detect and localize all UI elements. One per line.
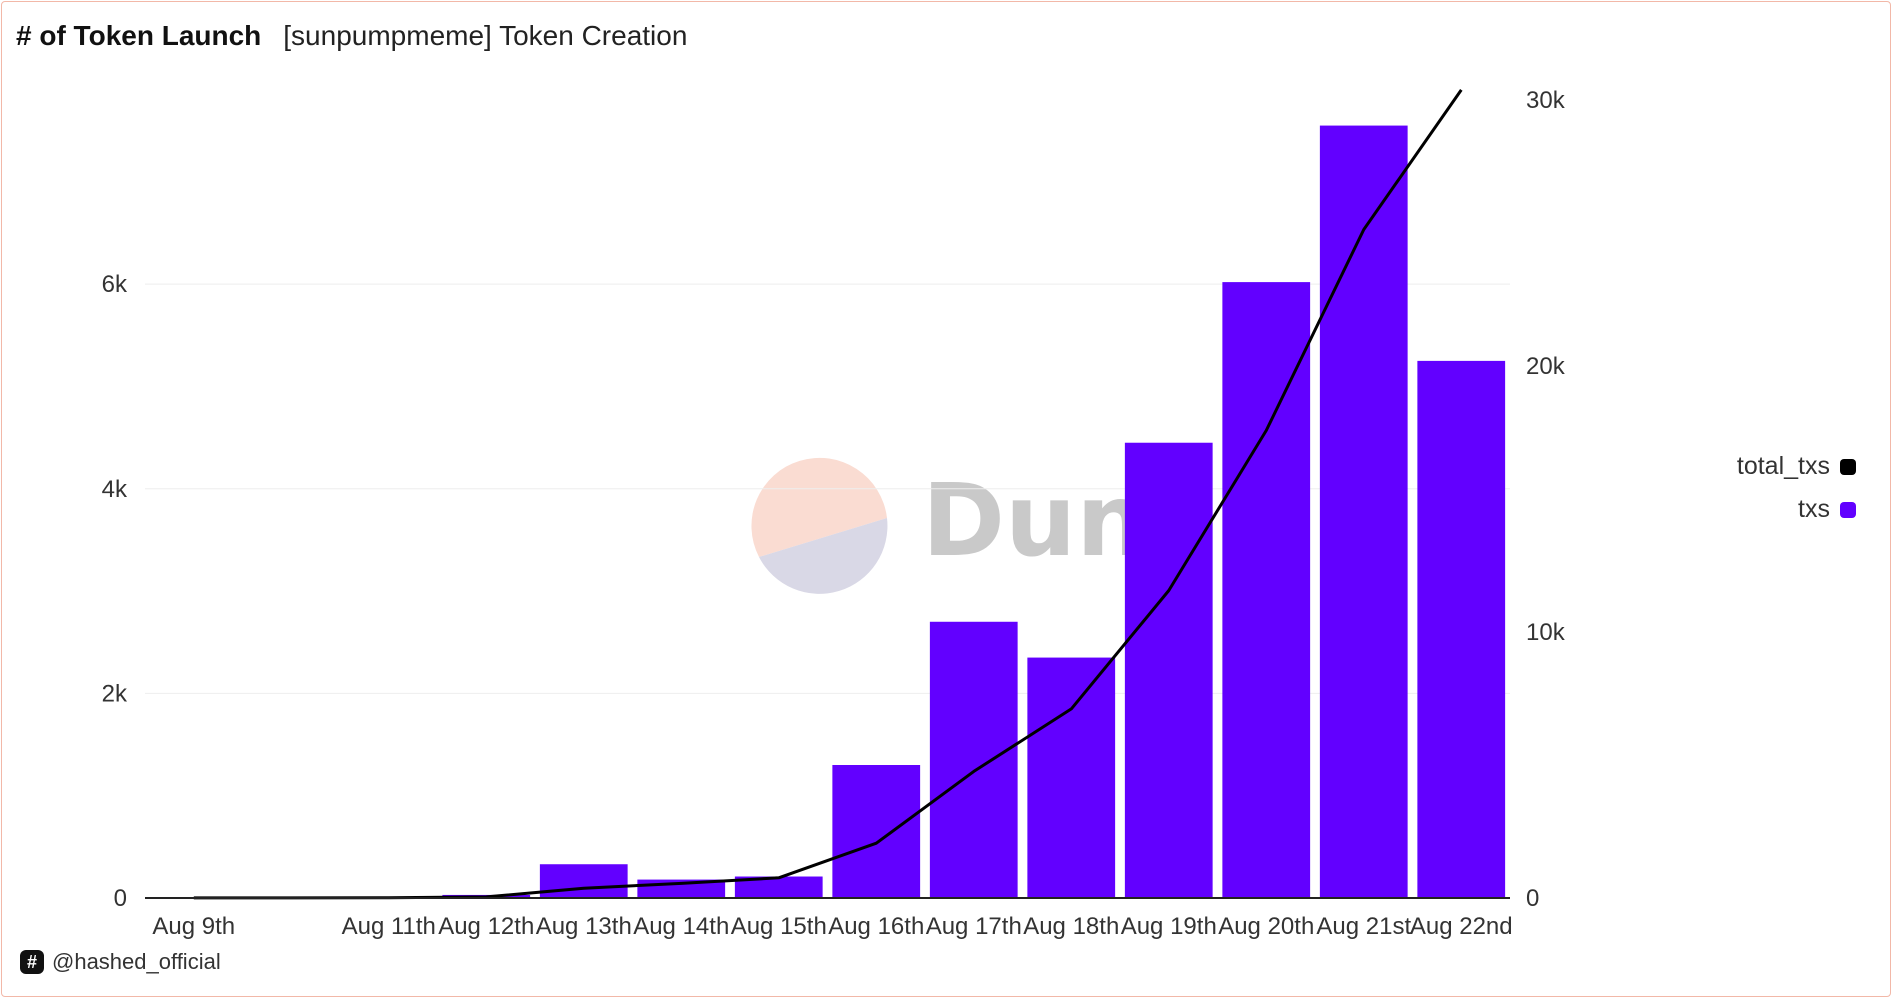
bar-txs: [1027, 657, 1116, 898]
legend-item-total-txs[interactable]: total_txs: [1737, 452, 1856, 481]
bar-txs: [734, 876, 823, 898]
watermark-circle-bottom: [759, 518, 888, 594]
bar-txs: [929, 621, 1018, 898]
legend-swatch-total-txs: [1840, 458, 1856, 475]
x-tick-label: Aug 11th: [342, 913, 436, 940]
legend-label-total-txs: total_txs: [1736, 452, 1830, 480]
x-tick-label: Aug 20th: [1218, 913, 1314, 940]
x-tick-label: Aug 18th: [1023, 913, 1119, 940]
bar-txs: [1417, 360, 1506, 898]
bar-txs: [832, 765, 921, 898]
y-left-tick-label: 6k: [102, 271, 128, 298]
bar-txs: [539, 864, 628, 898]
chart-subtitle: [sunpumpmeme] Token Creation: [283, 20, 688, 51]
x-tick-label: Aug 16th: [828, 913, 924, 940]
y-right-tick-label: 20k: [1526, 353, 1566, 380]
legend-swatch-txs: [1840, 501, 1856, 518]
legend-label-txs: txs: [1798, 495, 1830, 523]
footer: # @hashed_official: [20, 949, 221, 975]
chart-header: # of Token Launch [sunpumpmeme] Token Cr…: [16, 20, 687, 52]
watermark-circle-top: [751, 457, 887, 557]
x-tick-label: Aug 14th: [633, 913, 729, 940]
hash-icon: #: [20, 950, 44, 974]
y-left-tick-label: 0: [114, 885, 127, 912]
bar-txs: [1319, 125, 1408, 899]
x-tick-label: Aug 19th: [1121, 913, 1217, 940]
legend-item-txs[interactable]: txs: [1798, 495, 1856, 524]
chart-title: # of Token Launch: [16, 20, 262, 51]
x-tick-label: Aug 12th: [438, 913, 534, 940]
x-tick-label: Aug 9th: [152, 913, 235, 940]
x-tick-label: Aug 17th: [926, 913, 1022, 940]
x-tick-label: Aug 13th: [536, 913, 632, 940]
y-right-tick-label: 30k: [1526, 87, 1566, 114]
footer-handle[interactable]: @hashed_official: [52, 949, 221, 974]
x-tick-label: Aug 21st: [1316, 913, 1411, 940]
y-right-tick-label: 10k: [1526, 619, 1566, 646]
y-left-tick-label: 4k: [102, 476, 128, 503]
y-left-tick-label: 2k: [102, 680, 128, 707]
bar-txs: [1222, 282, 1311, 899]
bar-txs: [1124, 442, 1213, 898]
x-tick-label: Aug 22nd: [1410, 913, 1513, 940]
y-right-tick-label: 0: [1526, 885, 1539, 912]
x-tick-label: Aug 15th: [731, 913, 827, 940]
legend: total_txs txs: [1737, 452, 1856, 524]
